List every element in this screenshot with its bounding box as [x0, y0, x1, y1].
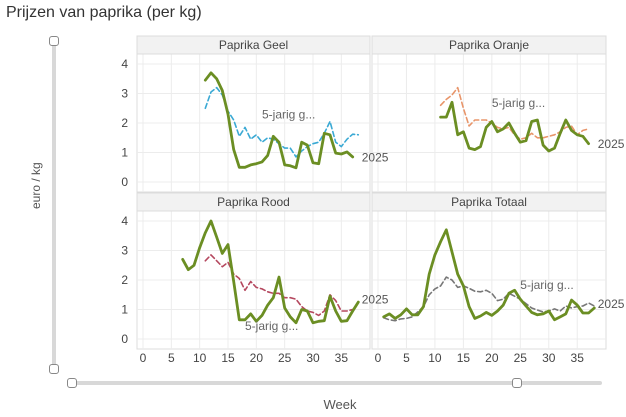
x-range-slider-handle-right[interactable]: [512, 378, 522, 388]
x-range-slider-track[interactable]: [72, 381, 602, 385]
panel-paprika-oranje-avg-label: 5-jarig g...: [492, 96, 545, 110]
x-tick-label: 10: [428, 351, 442, 365]
panel-paprika-geel-2025-label: 2025: [362, 150, 389, 164]
panel-paprika-geel-avg-label: 5-jarig g...: [262, 108, 315, 122]
y-range-slider-handle-top[interactable]: [49, 36, 59, 46]
x-tick-label: 20: [485, 351, 499, 365]
x-tick-label: 25: [514, 351, 528, 365]
panel-paprika-totaal-title: Paprika Totaal: [451, 195, 527, 209]
panel-paprika-oranje-avg-line: [439, 86, 590, 140]
x-axis-label: Week: [323, 397, 357, 412]
x-tick-label: 30: [306, 351, 320, 365]
panel-paprika-totaal-avg-label: 5-jarig g...: [520, 278, 573, 292]
chart-title: Prijzen van paprika (per kg): [6, 4, 202, 21]
panel-paprika-totaal-2025-line: [382, 228, 596, 322]
x-tick-label: 0: [375, 351, 382, 365]
panel-paprika-totaal-avg-line: [382, 276, 596, 322]
x-tick-label: 5: [168, 351, 175, 365]
y-tick-label: 0: [121, 175, 128, 189]
panel-paprika-oranje-title: Paprika Oranje: [449, 38, 529, 52]
panel-paprika-geel-2025-line: [203, 71, 355, 170]
panel-paprika-rood-avg-label: 5-jarig g...: [245, 319, 298, 333]
panel-paprika-rood-title: Paprika Rood: [217, 195, 290, 209]
panel-paprika-totaal-2025-label: 2025: [598, 297, 625, 311]
panel-paprika-geel-avg-line: [204, 86, 360, 158]
y-tick-label: 1: [121, 303, 128, 317]
y-tick-label: 4: [121, 214, 128, 228]
panel-paprika-oranje-2025-label: 2025: [598, 137, 625, 151]
panel-paprika-rood-strip: [136, 192, 371, 212]
x-tick-label: 0: [140, 351, 147, 365]
x-range-slider-handle-left[interactable]: [67, 378, 77, 388]
y-range-slider-track[interactable]: [52, 42, 56, 370]
y-tick-label: 4: [121, 57, 128, 71]
y-tick-label: 0: [121, 332, 128, 346]
y-tick-label: 3: [121, 244, 128, 258]
x-tick-label: 15: [221, 351, 235, 365]
panel-paprika-geel-title: Paprika Geel: [219, 38, 288, 52]
x-tick-label: 35: [571, 351, 585, 365]
panel-paprika-totaal-strip: [371, 192, 607, 212]
panel-paprika-rood-2025-label: 2025: [362, 293, 389, 307]
x-tick-label: 15: [457, 351, 471, 365]
panel-paprika-oranje-strip: [371, 35, 607, 55]
x-tick-label: 5: [403, 351, 410, 365]
x-tick-label: 20: [250, 351, 264, 365]
y-tick-label: 2: [121, 273, 128, 287]
x-tick-label: 35: [335, 351, 349, 365]
y-tick-label: 2: [121, 116, 128, 130]
y-tick-label: 3: [121, 87, 128, 101]
x-tick-label: 30: [542, 351, 556, 365]
x-tick-label: 10: [193, 351, 207, 365]
y-tick-label: 1: [121, 146, 128, 160]
panel-paprika-oranje-2025-line: [439, 100, 590, 153]
y-range-slider-handle-bottom[interactable]: [49, 364, 59, 374]
panel-paprika-rood-2025-line: [181, 219, 360, 325]
x-tick-label: 25: [278, 351, 292, 365]
panel-paprika-geel-strip: [136, 35, 371, 55]
